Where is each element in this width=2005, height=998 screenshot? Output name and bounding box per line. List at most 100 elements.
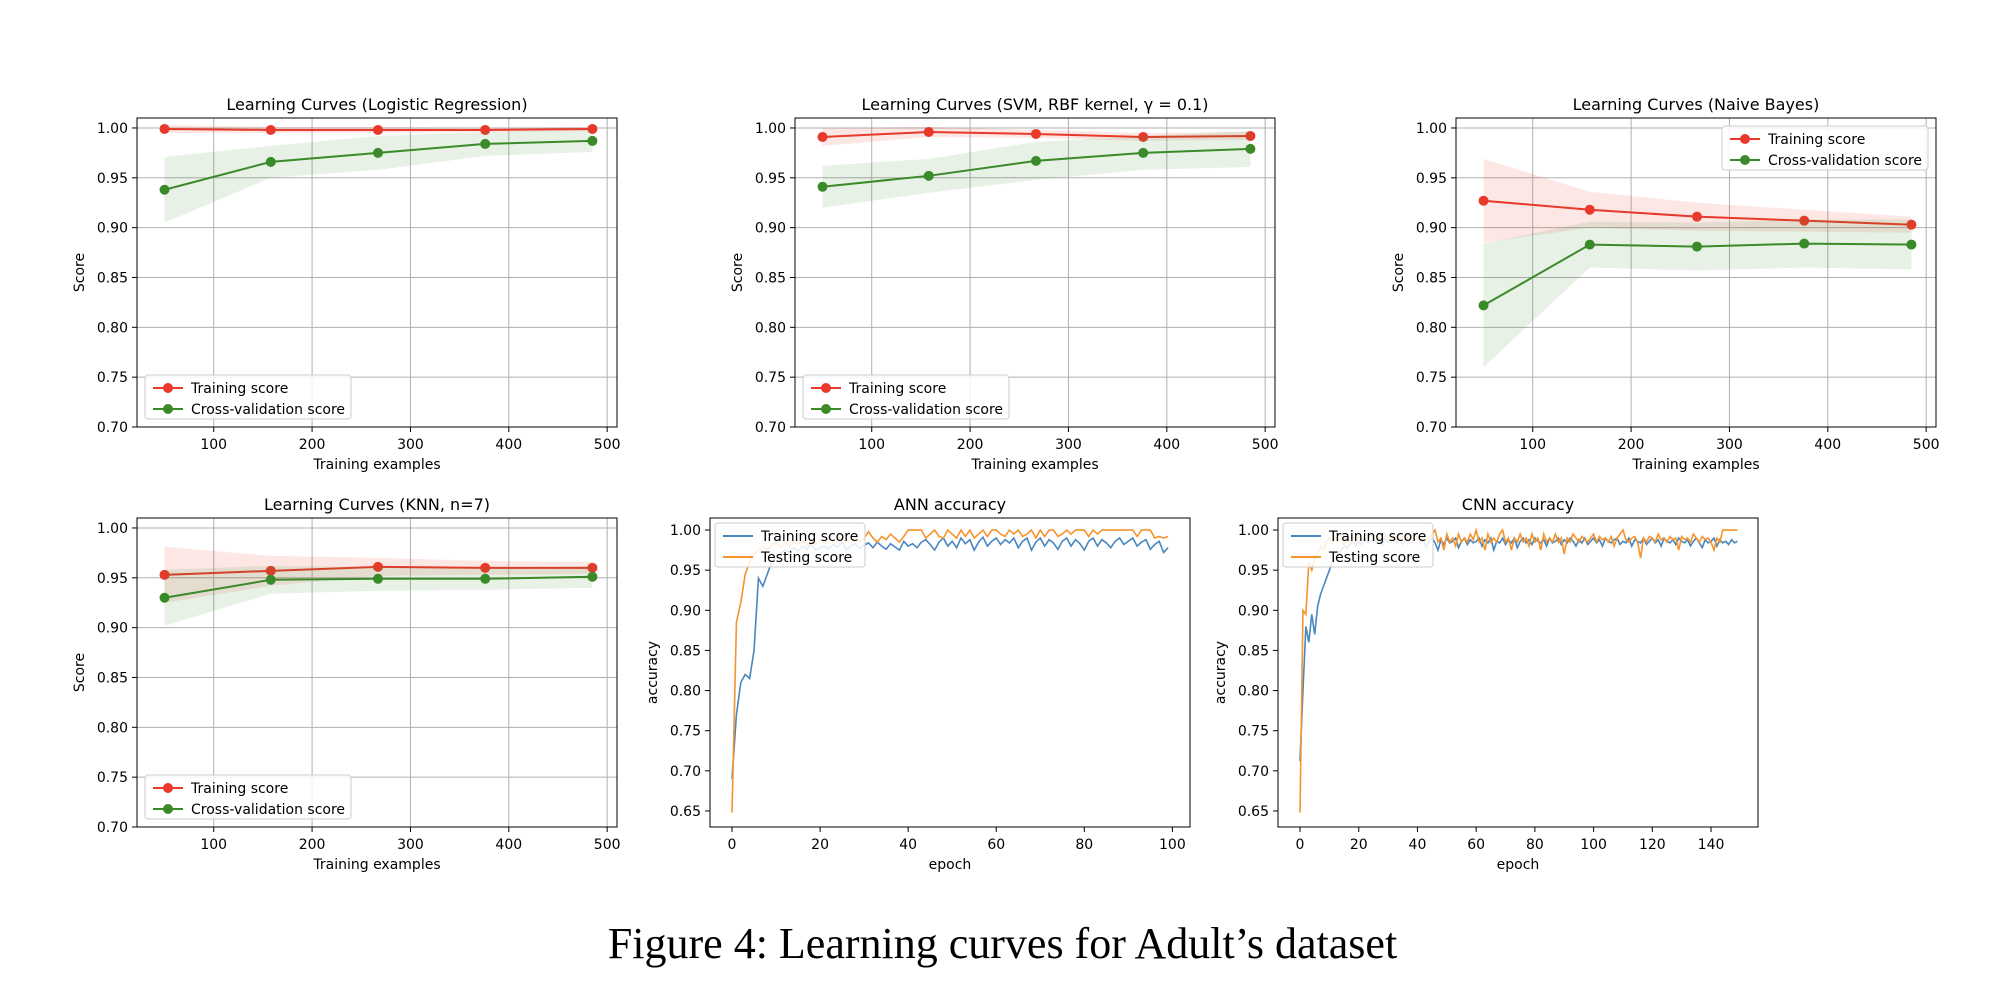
y-tick-label: 0.85 bbox=[755, 270, 786, 286]
data-point bbox=[372, 573, 383, 584]
y-tick-label: 0.80 bbox=[1416, 320, 1447, 336]
data-point bbox=[587, 562, 598, 573]
legend: Training score Cross-validation score bbox=[1721, 125, 1929, 171]
data-point bbox=[1030, 155, 1041, 166]
legend-label: Cross-validation score bbox=[1768, 153, 1922, 169]
x-tick-label: 500 bbox=[1913, 437, 1940, 453]
legend-marker bbox=[163, 783, 173, 793]
series-line bbox=[731, 528, 1169, 813]
data-point bbox=[923, 126, 934, 137]
chart-title: ANN accuracy bbox=[894, 495, 1006, 514]
x-tick-label: 300 bbox=[1716, 437, 1743, 453]
chart-svm: 100 200 300 400 500 0.70 0.75 0.80 0.85 0.90 0.95 1… bbox=[730, 95, 1279, 473]
legend: Training score Cross-validation score bbox=[802, 374, 1010, 420]
x-tick-label: 400 bbox=[1153, 437, 1180, 453]
y-axis-label: Score bbox=[72, 253, 88, 292]
x-tick-label: 200 bbox=[299, 437, 326, 453]
data-point bbox=[159, 123, 170, 134]
y-tick-label: 0.90 bbox=[97, 621, 128, 637]
series-line bbox=[1299, 527, 1738, 813]
data-point bbox=[1478, 195, 1489, 206]
legend-box bbox=[144, 374, 352, 420]
data-point bbox=[1138, 131, 1149, 142]
y-tick-label: 0.70 bbox=[1416, 420, 1447, 436]
data-point bbox=[372, 147, 383, 158]
legend-label: Training score bbox=[1328, 529, 1426, 545]
data-point bbox=[372, 124, 383, 135]
y-axis-label: accuracy bbox=[1213, 641, 1229, 704]
data-point bbox=[265, 565, 276, 576]
legend-label: Cross-validation score bbox=[191, 402, 345, 418]
y-axis-label: Score bbox=[730, 253, 746, 292]
x-tick-label: 300 bbox=[397, 437, 424, 453]
legend-label: Cross-validation score bbox=[849, 402, 1003, 418]
plot-area bbox=[1478, 158, 1917, 368]
chart-knn: 100 200 300 400 500 0.70 0.75 0.80 0.85 0.90 0.95 1… bbox=[72, 495, 621, 873]
x-tick-label: 60 bbox=[987, 837, 1005, 853]
y-tick-label: 0.75 bbox=[755, 370, 786, 386]
legend-marker bbox=[1740, 155, 1750, 165]
data-point bbox=[159, 592, 170, 603]
x-tick-label: 400 bbox=[495, 837, 522, 853]
x-tick-label: 100 bbox=[200, 837, 227, 853]
y-tick-label: 0.75 bbox=[1238, 724, 1269, 740]
y-axis-label: Score bbox=[1391, 253, 1407, 292]
legend-box bbox=[144, 774, 352, 820]
x-axis-label: epoch bbox=[929, 857, 972, 873]
x-tick-label: 100 bbox=[1580, 837, 1607, 853]
y-tick-label: 0.90 bbox=[755, 221, 786, 237]
legend-label: Testing score bbox=[760, 550, 852, 566]
chart-cnn: 0 20 40 60 80 100 120 140 0.65 0.70 0.75 0.80 0.85 0.… bbox=[1213, 495, 1759, 873]
data-point bbox=[480, 562, 491, 573]
x-tick-label: 0 bbox=[728, 837, 737, 853]
data-point bbox=[1799, 238, 1810, 249]
y-tick-label: 0.80 bbox=[670, 684, 701, 700]
y-tick-label: 0.65 bbox=[670, 804, 701, 820]
y-tick-label: 0.85 bbox=[97, 270, 128, 286]
data-point bbox=[1799, 215, 1810, 226]
plot-area bbox=[1299, 527, 1738, 813]
data-point bbox=[1906, 219, 1917, 230]
data-point bbox=[1030, 128, 1041, 139]
axes-frame bbox=[136, 117, 618, 428]
x-tick-label: 200 bbox=[1618, 437, 1645, 453]
y-axis-label: accuracy bbox=[645, 641, 661, 704]
data-point bbox=[1691, 211, 1702, 222]
legend: Training score Testing score bbox=[1282, 522, 1434, 568]
axes-frame bbox=[1455, 117, 1937, 428]
confidence-band bbox=[164, 129, 593, 223]
y-tick-label: 0.75 bbox=[97, 770, 128, 786]
y-tick-label: 0.70 bbox=[670, 764, 701, 780]
y-tick-label: 1.00 bbox=[97, 121, 128, 137]
legend-marker bbox=[163, 804, 173, 814]
x-tick-label: 200 bbox=[299, 837, 326, 853]
axes-frame bbox=[1277, 517, 1759, 828]
y-tick-label: 0.90 bbox=[1416, 221, 1447, 237]
data-point bbox=[1906, 239, 1917, 250]
data-point bbox=[480, 138, 491, 149]
x-tick-label: 60 bbox=[1467, 837, 1485, 853]
chart-title: Learning Curves (KNN, n=7) bbox=[264, 495, 490, 514]
y-tick-label: 0.95 bbox=[670, 563, 701, 579]
x-tick-label: 500 bbox=[594, 837, 621, 853]
legend-marker bbox=[163, 383, 173, 393]
x-axis-label: epoch bbox=[1497, 857, 1540, 873]
y-tick-label: 0.90 bbox=[97, 221, 128, 237]
x-tick-label: 20 bbox=[811, 837, 829, 853]
series-line bbox=[1299, 536, 1738, 762]
y-tick-label: 0.95 bbox=[755, 171, 786, 187]
y-tick-label: 0.85 bbox=[1416, 270, 1447, 286]
x-tick-label: 300 bbox=[397, 837, 424, 853]
chart-title: CNN accuracy bbox=[1462, 495, 1574, 514]
data-point bbox=[587, 571, 598, 582]
y-tick-label: 1.00 bbox=[755, 121, 786, 137]
x-tick-label: 400 bbox=[495, 437, 522, 453]
data-point bbox=[1478, 300, 1489, 311]
x-tick-label: 80 bbox=[1526, 837, 1544, 853]
x-tick-label: 300 bbox=[1055, 437, 1082, 453]
x-tick-label: 40 bbox=[1409, 837, 1427, 853]
x-axis-label: Training examples bbox=[312, 457, 440, 473]
x-tick-label: 100 bbox=[1519, 437, 1546, 453]
data-point bbox=[1584, 239, 1595, 250]
